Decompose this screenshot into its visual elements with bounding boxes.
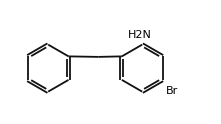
Text: Br: Br (166, 86, 178, 96)
Text: H2N: H2N (128, 30, 152, 40)
